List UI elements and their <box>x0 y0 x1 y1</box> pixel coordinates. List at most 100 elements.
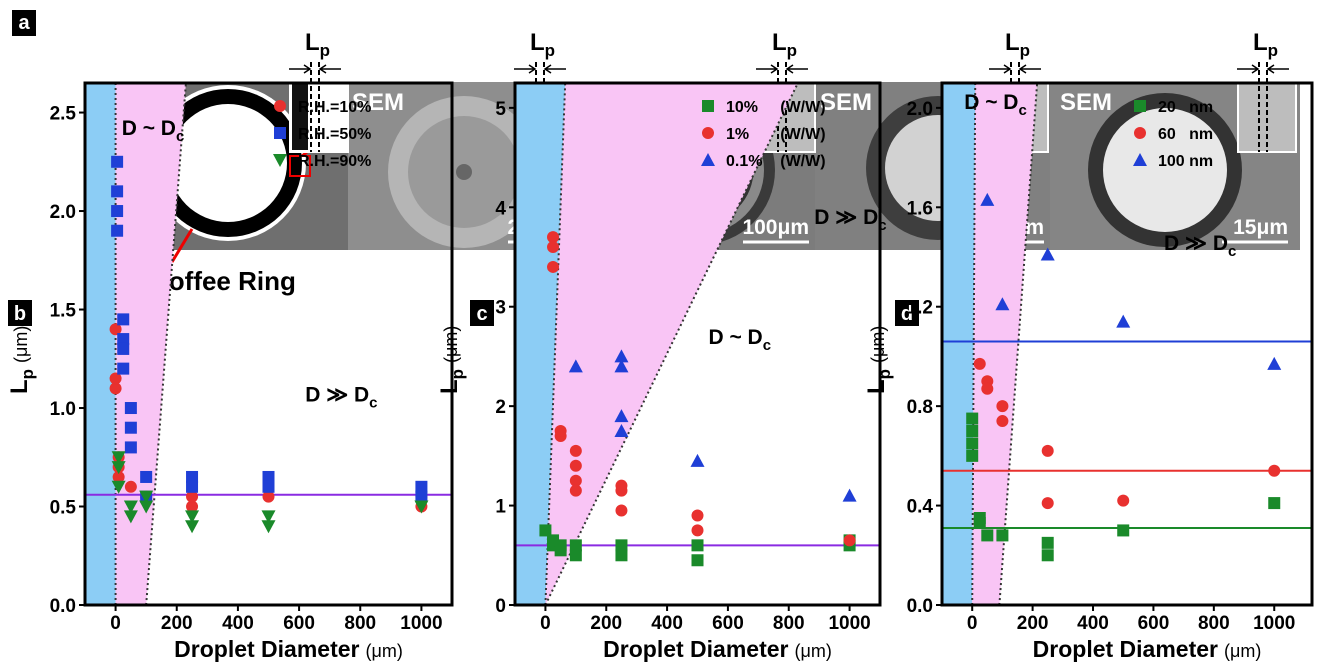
x-tick-label: 200 <box>590 613 622 634</box>
point <box>117 313 130 326</box>
point <box>996 415 1009 428</box>
y-tick-label: 0.8 <box>907 397 933 418</box>
point <box>614 409 629 423</box>
region <box>85 83 116 605</box>
point <box>186 490 199 503</box>
x-axis-label-main: Droplet Diameter <box>174 636 359 662</box>
point <box>569 444 582 457</box>
point <box>547 260 560 273</box>
point <box>111 480 126 494</box>
pointer <box>170 228 194 263</box>
arrow <box>756 64 779 74</box>
arrow <box>514 64 537 74</box>
legend-marker <box>1134 100 1146 112</box>
point <box>569 539 582 552</box>
x-tick-label: 800 <box>1198 613 1230 634</box>
legend-label: R.H.=90% <box>298 153 371 170</box>
ring-inner <box>169 104 287 222</box>
legend-marker <box>1134 127 1146 139</box>
y-axis-label-main: L <box>6 379 33 394</box>
x-axis-label: Droplet Diameter (μm) <box>1033 636 1262 662</box>
x-tick-label: 1000 <box>400 613 442 634</box>
boundary <box>971 83 977 605</box>
point <box>615 504 628 517</box>
y-tick-label: 4 <box>495 198 506 219</box>
point <box>973 516 986 529</box>
point <box>414 500 429 514</box>
y-tick-label: 1.0 <box>50 399 76 420</box>
point <box>139 500 154 514</box>
x-tick-label: 600 <box>283 613 315 634</box>
point <box>691 509 704 522</box>
point <box>262 470 275 483</box>
arrow <box>1018 64 1041 74</box>
region <box>942 83 976 605</box>
x-tick-label: 0 <box>110 613 121 634</box>
scale-bar-label: 15μm <box>1233 216 1288 239</box>
region <box>545 83 798 605</box>
x-tick-label: 1000 <box>1253 613 1295 634</box>
point <box>614 349 629 363</box>
panel-letter: d <box>901 303 913 325</box>
chart: b 0 200 400 600 800 1000 0.0 0.5 1.0 1.5 2.0 2.5 Drop… <box>6 81 454 662</box>
lp-label: Lp <box>1005 29 1030 60</box>
point <box>547 241 560 254</box>
annotation: D ~ Dc <box>964 91 1027 119</box>
annotation-sub: c <box>763 337 771 354</box>
x-tick-label: 600 <box>712 613 744 634</box>
annotation-sub: c <box>369 394 377 411</box>
x-axis-label-main: Droplet Diameter <box>1033 636 1218 662</box>
point <box>111 451 126 465</box>
x-axis-label: Droplet Diameter (μm) <box>174 636 403 662</box>
legend-label: 1% (W/W) <box>726 126 826 143</box>
y-axis-label-unit: (μm) <box>868 326 888 363</box>
y-axis-label-sub: p <box>448 369 467 379</box>
panel-letter: c <box>476 303 487 325</box>
y-tick-label: 0.0 <box>50 596 76 617</box>
point <box>981 382 994 395</box>
sem-label: SEM <box>352 89 404 116</box>
panel-letter-box <box>8 300 32 326</box>
point <box>261 520 276 534</box>
point <box>1041 444 1054 457</box>
annotation: D ≫ Dc <box>305 383 377 411</box>
point <box>615 539 628 552</box>
lp-label-main: L <box>772 29 787 56</box>
point <box>1267 356 1282 370</box>
point <box>691 539 704 552</box>
lp-label: Lp <box>772 29 797 60</box>
point <box>1117 494 1130 507</box>
y-tick-label: 0.0 <box>907 596 933 617</box>
x-axis-label: Droplet Diameter (μm) <box>603 636 832 662</box>
annotation-main: D ≫ D <box>814 206 878 229</box>
arrow <box>1237 64 1260 74</box>
point <box>262 480 275 493</box>
point <box>111 155 124 168</box>
x-tick-label: 600 <box>1138 613 1170 634</box>
lp-label-sub: p <box>320 41 330 60</box>
point <box>186 480 199 493</box>
region <box>515 83 566 605</box>
point <box>981 529 994 542</box>
point <box>1268 497 1281 510</box>
point <box>569 484 582 497</box>
plot-frame <box>940 81 1314 607</box>
x-axis-label-unit: (μm) <box>365 641 402 661</box>
y-axis-label-main: L <box>436 379 463 394</box>
point <box>966 412 979 425</box>
point <box>691 524 704 537</box>
x-axis-label-main: Droplet Diameter <box>603 636 788 662</box>
lp-label-main: L <box>530 29 545 56</box>
panel-a: a LpLpSEM200μmLpSEM100μmLpSEM25μmLpSEM15… <box>12 10 1300 296</box>
y-tick-label: 2.0 <box>50 202 76 223</box>
point <box>966 437 979 450</box>
arrow <box>989 64 1012 74</box>
legend-label: R.H.=10% <box>298 99 371 116</box>
point <box>124 441 137 454</box>
point <box>1116 314 1131 328</box>
x-tick-label: 800 <box>773 613 805 634</box>
legend-marker <box>274 127 286 139</box>
y-tick-label: 0.4 <box>907 497 934 518</box>
lp-label-sub: p <box>1268 41 1278 60</box>
point <box>111 224 124 237</box>
